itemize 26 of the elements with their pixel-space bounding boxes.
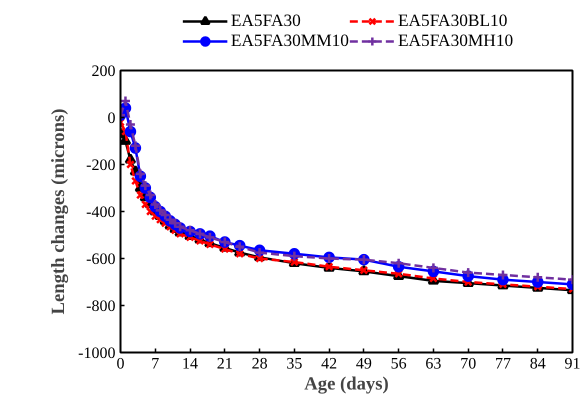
x-tick-label: 21 bbox=[216, 356, 233, 372]
y-tick-label: -600 bbox=[86, 251, 116, 268]
legend-label: EA5FA30MH10 bbox=[398, 31, 514, 51]
x-tick-label: 70 bbox=[460, 356, 476, 372]
x-tick-label: 7 bbox=[151, 356, 160, 372]
x-tick-label: 28 bbox=[252, 356, 268, 372]
legend-label: EA5FA30MM10 bbox=[230, 31, 349, 51]
x-tick-label: 35 bbox=[286, 356, 302, 372]
x-axis-title: Age (days) bbox=[304, 374, 389, 394]
x-tick-label: 56 bbox=[390, 356, 407, 372]
y-tick-label: -1000 bbox=[78, 345, 116, 362]
legend-label: EA5FA30 bbox=[230, 11, 301, 31]
x-tick-label: 63 bbox=[425, 356, 442, 372]
x-tick-label: 77 bbox=[494, 356, 511, 372]
y-axis-title: Length changes (microns) bbox=[48, 108, 70, 314]
y-tick-label: -400 bbox=[86, 204, 116, 221]
legend-label: EA5FA30BL10 bbox=[398, 11, 508, 31]
x-tick-label: 91 bbox=[564, 356, 580, 372]
x-tick-label: 42 bbox=[321, 356, 338, 372]
y-tick-label: 0 bbox=[108, 110, 116, 127]
x-tick-label: 49 bbox=[356, 356, 372, 372]
x-tick-label: 14 bbox=[182, 356, 198, 372]
y-tick-label: -800 bbox=[86, 298, 116, 315]
x-tick-label: 84 bbox=[530, 356, 546, 372]
y-tick-label: 200 bbox=[92, 63, 116, 80]
y-tick-label: -200 bbox=[86, 157, 116, 174]
